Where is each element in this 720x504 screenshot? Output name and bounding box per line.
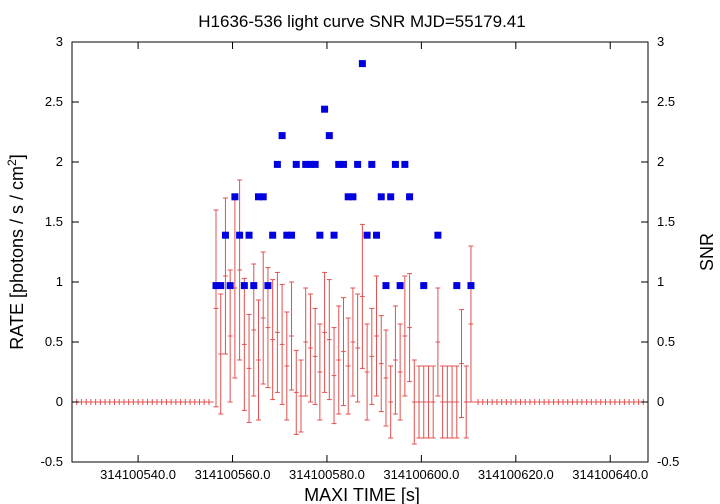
snr-point — [245, 231, 253, 239]
y-tick-label-left: 0.5 — [45, 334, 63, 349]
x-tick-label: 314100560.0 — [195, 467, 271, 482]
y-axis-label-right: SNR — [697, 233, 717, 271]
snr-point — [240, 282, 248, 290]
y-axis-label-end: ] — [7, 154, 27, 159]
snr-point — [278, 132, 286, 140]
x-tick-label: 314100600.0 — [383, 467, 459, 482]
snr-point — [273, 160, 281, 168]
snr-point — [221, 231, 229, 239]
snr-point — [311, 160, 319, 168]
y-tick-label-left: -0.5 — [41, 454, 63, 469]
snr-point — [453, 282, 461, 290]
y-tick-label-left: 1 — [56, 274, 63, 289]
y-tick-label-right: 0 — [657, 394, 664, 409]
plot-frame — [71, 41, 649, 463]
snr-point — [254, 193, 262, 201]
snr-point — [283, 231, 291, 239]
y-axis-label-main: RATE [photons / s / cm — [7, 166, 27, 350]
snr-point — [306, 160, 314, 168]
y-tick-label-left: 1.5 — [45, 214, 63, 229]
snr-point — [325, 132, 333, 140]
y-tick-label-right: 2 — [657, 154, 664, 169]
snr-point — [250, 282, 258, 290]
snr-point — [335, 160, 343, 168]
snr-point — [387, 193, 395, 201]
snr-point — [288, 231, 296, 239]
y-tick-label-right: 2.5 — [657, 94, 675, 109]
y-tick-label-left: 0 — [56, 394, 63, 409]
y-tick-label-right: 1.5 — [657, 214, 675, 229]
snr-point — [396, 282, 404, 290]
y-tick-label-right: -0.5 — [657, 454, 679, 469]
snr-series — [212, 60, 475, 290]
snr-point — [259, 193, 267, 201]
snr-point — [269, 231, 277, 239]
snr-point — [316, 231, 324, 239]
snr-point — [377, 193, 385, 201]
x-tick-label: 314100640.0 — [572, 467, 648, 482]
chart-title: H1636-536 light curve SNR MJD=55179.41 — [198, 12, 525, 31]
snr-point — [330, 231, 338, 239]
snr-point — [226, 282, 234, 290]
snr-point — [212, 282, 220, 290]
snr-point — [354, 160, 362, 168]
snr-point — [349, 193, 357, 201]
y-tick-label-left: 2.5 — [45, 94, 63, 109]
snr-point — [373, 231, 381, 239]
y-tick-label-right: 3 — [657, 34, 664, 49]
snr-point — [382, 282, 390, 290]
y-tick-label-right: 1 — [657, 274, 664, 289]
snr-point — [217, 282, 225, 290]
snr-point — [339, 160, 347, 168]
snr-point — [344, 193, 352, 201]
x-axis-label: MAXI TIME [s] — [304, 485, 420, 504]
y-tick-label-left: 3 — [56, 34, 63, 49]
y-axis-label-sup: 2 — [5, 159, 19, 166]
snr-point — [391, 160, 399, 168]
snr-point — [434, 231, 442, 239]
y-tick-label-right: 0.5 — [657, 334, 675, 349]
snr-point — [231, 193, 239, 201]
snr-point — [363, 231, 371, 239]
snr-point — [292, 160, 300, 168]
snr-point — [264, 282, 272, 290]
axis-ticks: -0.5 -0.5 0 0 0.5 0.5 1 1 1.5 1.5 2 2 2.5 2.5 3 3 314100… — [41, 34, 680, 482]
snr-point — [302, 160, 310, 168]
x-tick-label: 314100580.0 — [289, 467, 365, 482]
snr-point — [401, 160, 409, 168]
y-tick-label-left: 2 — [56, 154, 63, 169]
snr-point — [358, 60, 366, 68]
snr-point — [467, 282, 475, 290]
snr-point — [236, 231, 244, 239]
rate-series — [72, 179, 648, 445]
x-tick-label: 314100620.0 — [478, 467, 554, 482]
snr-point — [406, 193, 414, 201]
snr-point — [368, 160, 376, 168]
x-tick-label: 314100540.0 — [100, 467, 176, 482]
snr-point — [321, 105, 329, 113]
y-axis-label-left: RATE [photons / s / cm2] — [5, 154, 27, 349]
snr-point — [420, 282, 428, 290]
